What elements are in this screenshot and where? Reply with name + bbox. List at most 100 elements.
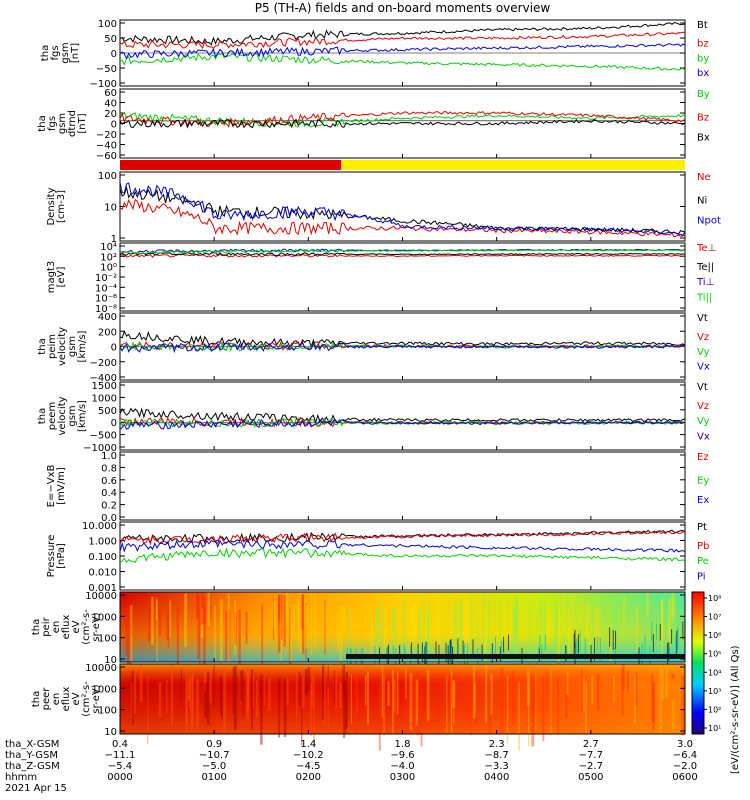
panel-pressure: 10.000 1.000 0.100 0.010 0.001 Pressure [nPa] P… <box>46 521 709 594</box>
spectrogram-streak <box>599 638 601 662</box>
y-tick-label: −100 <box>90 79 117 90</box>
spectrogram-streak <box>562 594 565 634</box>
spectrogram-streak <box>260 675 263 745</box>
spectrogram-streak <box>411 605 414 652</box>
spectrogram-streak <box>425 605 429 630</box>
spectrogram-streak <box>491 643 493 663</box>
y-axis-label: tha <box>31 691 42 707</box>
spectrogram-streak <box>672 592 675 617</box>
series-line-red <box>119 530 686 546</box>
panel-colorbar: 10⁸ 10⁷ 10⁶ 10⁵ 10⁴ 10³ 10² 10¹ [eV/(cm²-s-sr-eV… <box>691 591 741 774</box>
y-axis-label: gsm <box>57 113 68 134</box>
y-tick-label: 0.4 <box>101 488 117 499</box>
axis-row-value: 0.4 <box>112 739 128 750</box>
spectrogram-streak <box>209 665 212 703</box>
axis-row-value: −6.4 <box>673 750 697 761</box>
series-line-blue <box>119 341 686 354</box>
spectrogram-streak <box>322 664 324 720</box>
spectrogram-streak <box>301 676 303 746</box>
series-line-blue <box>119 182 686 236</box>
spectrogram-streak <box>589 609 592 674</box>
spectrogram-streak <box>210 594 212 621</box>
y-tick-label: 10² <box>100 252 117 263</box>
spectrogram-streak <box>515 597 518 654</box>
spectrogram-streak <box>392 645 394 661</box>
spectrogram-streak <box>147 607 151 642</box>
y-tick-label: 10 <box>104 655 117 666</box>
spectrogram-streak <box>621 664 625 691</box>
panel-electron-spectrogram: 10000 1000 100 10 tha peer en eflux eV (cm²-s-sr-… <box>31 663 686 751</box>
legend-entry: Bt <box>697 20 708 31</box>
legend-entry: By <box>697 89 710 100</box>
spectrogram-streak <box>446 675 448 736</box>
y-tick-label: 1.000 <box>88 537 117 548</box>
spectrogram-streak <box>426 679 429 723</box>
spectrogram-streak <box>609 627 611 647</box>
mode-segment <box>341 160 685 170</box>
spectrogram-streak <box>502 611 506 642</box>
y-tick-label: 10 <box>104 727 117 738</box>
spectrogram-streak <box>305 602 307 660</box>
spectrogram-streak <box>403 643 405 659</box>
spectrogram-streak <box>437 595 440 665</box>
spectrogram-streak <box>503 636 505 653</box>
spectrogram-streak <box>623 606 625 638</box>
spectrogram-streak <box>399 644 401 660</box>
y-axis-label: [eV] <box>56 267 67 288</box>
spectrogram-streak <box>661 603 663 637</box>
spectrogram-streak <box>682 621 684 640</box>
axis-row-label: 2021 Apr 15 <box>5 783 67 794</box>
colorbar-label: [eV/(cm²-s-sr-eV)] (All Qs) <box>730 645 741 774</box>
legend-entry: Vy <box>697 416 710 427</box>
spectrogram-streak <box>393 678 396 713</box>
series-line-blue <box>119 43 686 60</box>
series-line-blue <box>119 418 686 430</box>
spectrogram-streak <box>451 671 453 735</box>
spectrogram-streak <box>375 607 379 656</box>
spectrogram-streak <box>305 605 308 649</box>
spectrogram-streak <box>219 675 222 716</box>
spectrogram-streak <box>158 682 162 717</box>
legend-entry: Ne <box>697 172 711 183</box>
spectrogram-streak <box>155 597 158 620</box>
legend-entry: Te⊥ <box>696 243 716 254</box>
y-axis-label: [nT] <box>70 43 81 63</box>
y-tick-label: 0.2 <box>101 501 117 512</box>
spectrogram-streak <box>238 609 241 671</box>
spectrogram-streak <box>334 670 336 707</box>
spectrogram-streak <box>468 672 470 733</box>
spectrogram-streak <box>566 671 569 696</box>
spectrogram-streak <box>289 605 292 650</box>
axis-row-value: 3.0 <box>677 739 693 750</box>
spectrogram-streak <box>280 610 283 665</box>
series-line-green <box>119 547 686 564</box>
spectrogram-streak <box>472 664 476 719</box>
spectrogram-streak <box>621 669 624 716</box>
spectrogram-streak <box>459 601 463 669</box>
spectrogram-streak <box>370 607 373 655</box>
y-axis-label: [mV/m] <box>56 467 67 505</box>
spectrogram-streak <box>344 681 347 734</box>
spectrogram-streak <box>450 668 452 731</box>
legend-entry: bx <box>697 68 709 79</box>
spectrogram-streak <box>482 594 485 648</box>
legend-entry: Bx <box>697 132 710 143</box>
spectrogram-streak <box>603 611 605 633</box>
spectrogram-streak <box>342 664 346 698</box>
legend-entry: Vt <box>697 382 708 393</box>
spectrogram-streak <box>283 678 287 737</box>
axis-row-value: −5.4 <box>108 761 132 772</box>
spectrogram-streak <box>301 677 305 708</box>
spectrogram-streak <box>614 604 616 639</box>
spectrogram-streak <box>234 611 237 646</box>
y-tick-label: 10.000 <box>82 521 117 532</box>
y-tick-label: 100 <box>98 706 117 717</box>
spectrogram-streak <box>536 609 538 665</box>
colorbar-gradient <box>691 591 705 735</box>
spectrogram-streak <box>488 680 492 734</box>
legend-entry: Ex <box>697 495 709 506</box>
spectrogram-streak <box>327 665 329 689</box>
spectrogram-streak <box>239 670 243 702</box>
spectrogram-streak <box>671 629 673 644</box>
